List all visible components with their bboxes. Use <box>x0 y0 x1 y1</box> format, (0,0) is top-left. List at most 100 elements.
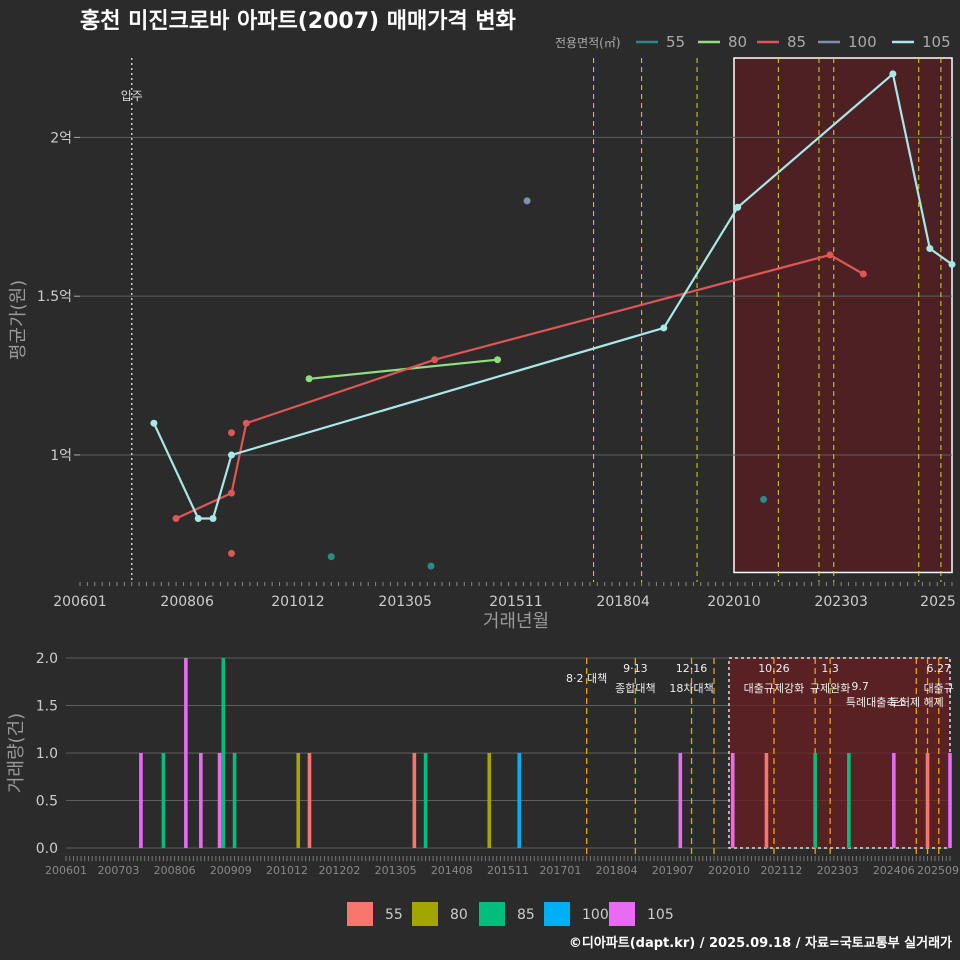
bar-80 <box>487 753 492 848</box>
x-tick-label: 202303 <box>814 594 867 610</box>
volume-chart: 0.0 0.5 1.0 1.5 2.0 8·2 대책 9·13 종합대책 12·16 18차대책 1… <box>6 651 959 926</box>
bar-105 <box>948 753 952 848</box>
x-tick-label: 200806 <box>160 594 214 610</box>
y-tick-label: 1억 <box>50 448 72 464</box>
bar-100 <box>517 753 522 848</box>
bar-105 <box>892 753 896 848</box>
x-tick-label: 201907 <box>652 864 694 877</box>
policy-annotation: 특례대출축소 <box>846 696 907 709</box>
series-line-85 <box>175 253 864 520</box>
bar-55 <box>307 753 312 848</box>
bar-105 <box>139 753 143 848</box>
caption: ©디아파트(dapt.kr) / 2025.09.18 / 자료=국토교통부 실… <box>569 935 952 951</box>
x-tick-label: 201012 <box>266 864 308 877</box>
y-tick-label: 0.0 <box>36 841 58 857</box>
y-tick-label: 1.5 <box>36 699 58 715</box>
x-tick-label: 202010 <box>707 594 760 610</box>
x-tick-label: 201804 <box>596 594 650 610</box>
data-point-105 <box>926 245 934 253</box>
x-tick-label: 200703 <box>97 864 139 877</box>
bar-105 <box>199 753 203 848</box>
bar-55 <box>764 753 769 848</box>
x-tick-label: 201408 <box>431 864 473 877</box>
x-tick-label: 201511 <box>489 594 542 610</box>
x-tick-label: 202010 <box>708 864 750 877</box>
x-tick-label: 2025 <box>920 594 956 610</box>
policy-annotation: 대출규 <box>924 682 954 695</box>
x-tick-label: 200909 <box>210 864 252 877</box>
x-tick-label: 201305 <box>378 594 431 610</box>
data-point-80 <box>494 356 502 364</box>
data-point-85 <box>227 429 235 437</box>
policy-annotation: 1.3 <box>821 662 839 675</box>
legend-key-85 <box>479 902 505 926</box>
data-point-85 <box>227 489 235 497</box>
policy-annotation: 토허제 해제 <box>890 695 944 709</box>
policy-annotation: 9.7 <box>851 680 869 693</box>
legend-label-80: 80 <box>728 33 747 51</box>
data-point-105 <box>194 514 202 522</box>
bar-105 <box>730 753 735 848</box>
bar-105 <box>184 658 188 848</box>
bar-85 <box>423 753 428 848</box>
x-tick-label: 201804 <box>596 864 638 877</box>
x-tick-label: 200601 <box>45 864 87 877</box>
data-point-85 <box>826 251 834 259</box>
bar-105 <box>678 753 683 848</box>
data-point-105 <box>150 419 158 427</box>
data-point-100 <box>523 197 531 205</box>
data-point-105 <box>734 203 742 211</box>
data-point-85 <box>859 270 867 278</box>
data-point-80 <box>305 375 313 383</box>
x-tick-label: 201701 <box>539 864 581 877</box>
policy-annotation: 18차대책 <box>669 682 713 695</box>
y-axis-title: 거래량(건) <box>6 713 27 793</box>
y-tick-label: 1.0 <box>36 746 58 762</box>
data-point-105 <box>660 324 668 332</box>
y-tick-label: 0.5 <box>36 794 58 810</box>
legend-label-105: 105 <box>647 907 674 923</box>
data-point-55 <box>427 562 435 570</box>
x-tick-label: 202406 <box>873 864 915 877</box>
legend-title: 전용면적(㎡) <box>555 36 621 50</box>
x-tick-label: 200806 <box>154 864 196 877</box>
policy-annotation: 규제완화 <box>810 682 850 695</box>
legend-label-55: 55 <box>666 33 685 51</box>
data-point-105 <box>889 70 897 78</box>
policy-annotation: 대출규제강화 <box>744 682 805 695</box>
legend-label-80: 80 <box>450 907 468 923</box>
legend-label-105: 105 <box>922 33 951 51</box>
move-in-label: 입주 <box>121 89 143 103</box>
data-point-105 <box>948 260 956 268</box>
x-axis-title: 거래년월 <box>483 611 549 632</box>
chart-title: 홍천 미진크로바 아파트(2007) 매매가격 변화 <box>80 9 516 34</box>
bar-85 <box>232 753 237 848</box>
legend-label-55: 55 <box>385 907 403 923</box>
data-point-105 <box>227 451 235 459</box>
x-tick-label: 201305 <box>375 864 417 877</box>
legend-label-85: 85 <box>517 907 535 923</box>
legend-key-105 <box>609 902 635 926</box>
data-point-85 <box>431 356 439 364</box>
legend-label-85: 85 <box>787 33 806 51</box>
x-tick-label: 201012 <box>271 594 324 610</box>
bar-55 <box>412 753 417 848</box>
policy-annotation: 8·2 대책 <box>566 672 607 685</box>
bar-85 <box>221 658 226 848</box>
x-tick-label: 200601 <box>53 594 106 610</box>
bar-55 <box>925 753 930 848</box>
data-point-85 <box>227 549 235 557</box>
bar-80 <box>296 753 301 848</box>
data-point-105 <box>209 514 217 522</box>
x-tick-label: 202509 <box>917 864 959 877</box>
data-point-55 <box>327 553 335 561</box>
highlight-box <box>733 57 953 574</box>
data-point-85 <box>172 514 180 522</box>
y-tick-label: 2억 <box>50 130 72 146</box>
x-tick-label: 202303 <box>817 864 859 877</box>
price-chart: 1억 1.5억 2억 입주 200601 200806 201012 201305 201511… <box>8 33 956 632</box>
policy-annotation: 12·16 <box>676 662 708 675</box>
legend-label-100: 100 <box>848 33 877 51</box>
x-tick-label: 201202 <box>318 864 360 877</box>
